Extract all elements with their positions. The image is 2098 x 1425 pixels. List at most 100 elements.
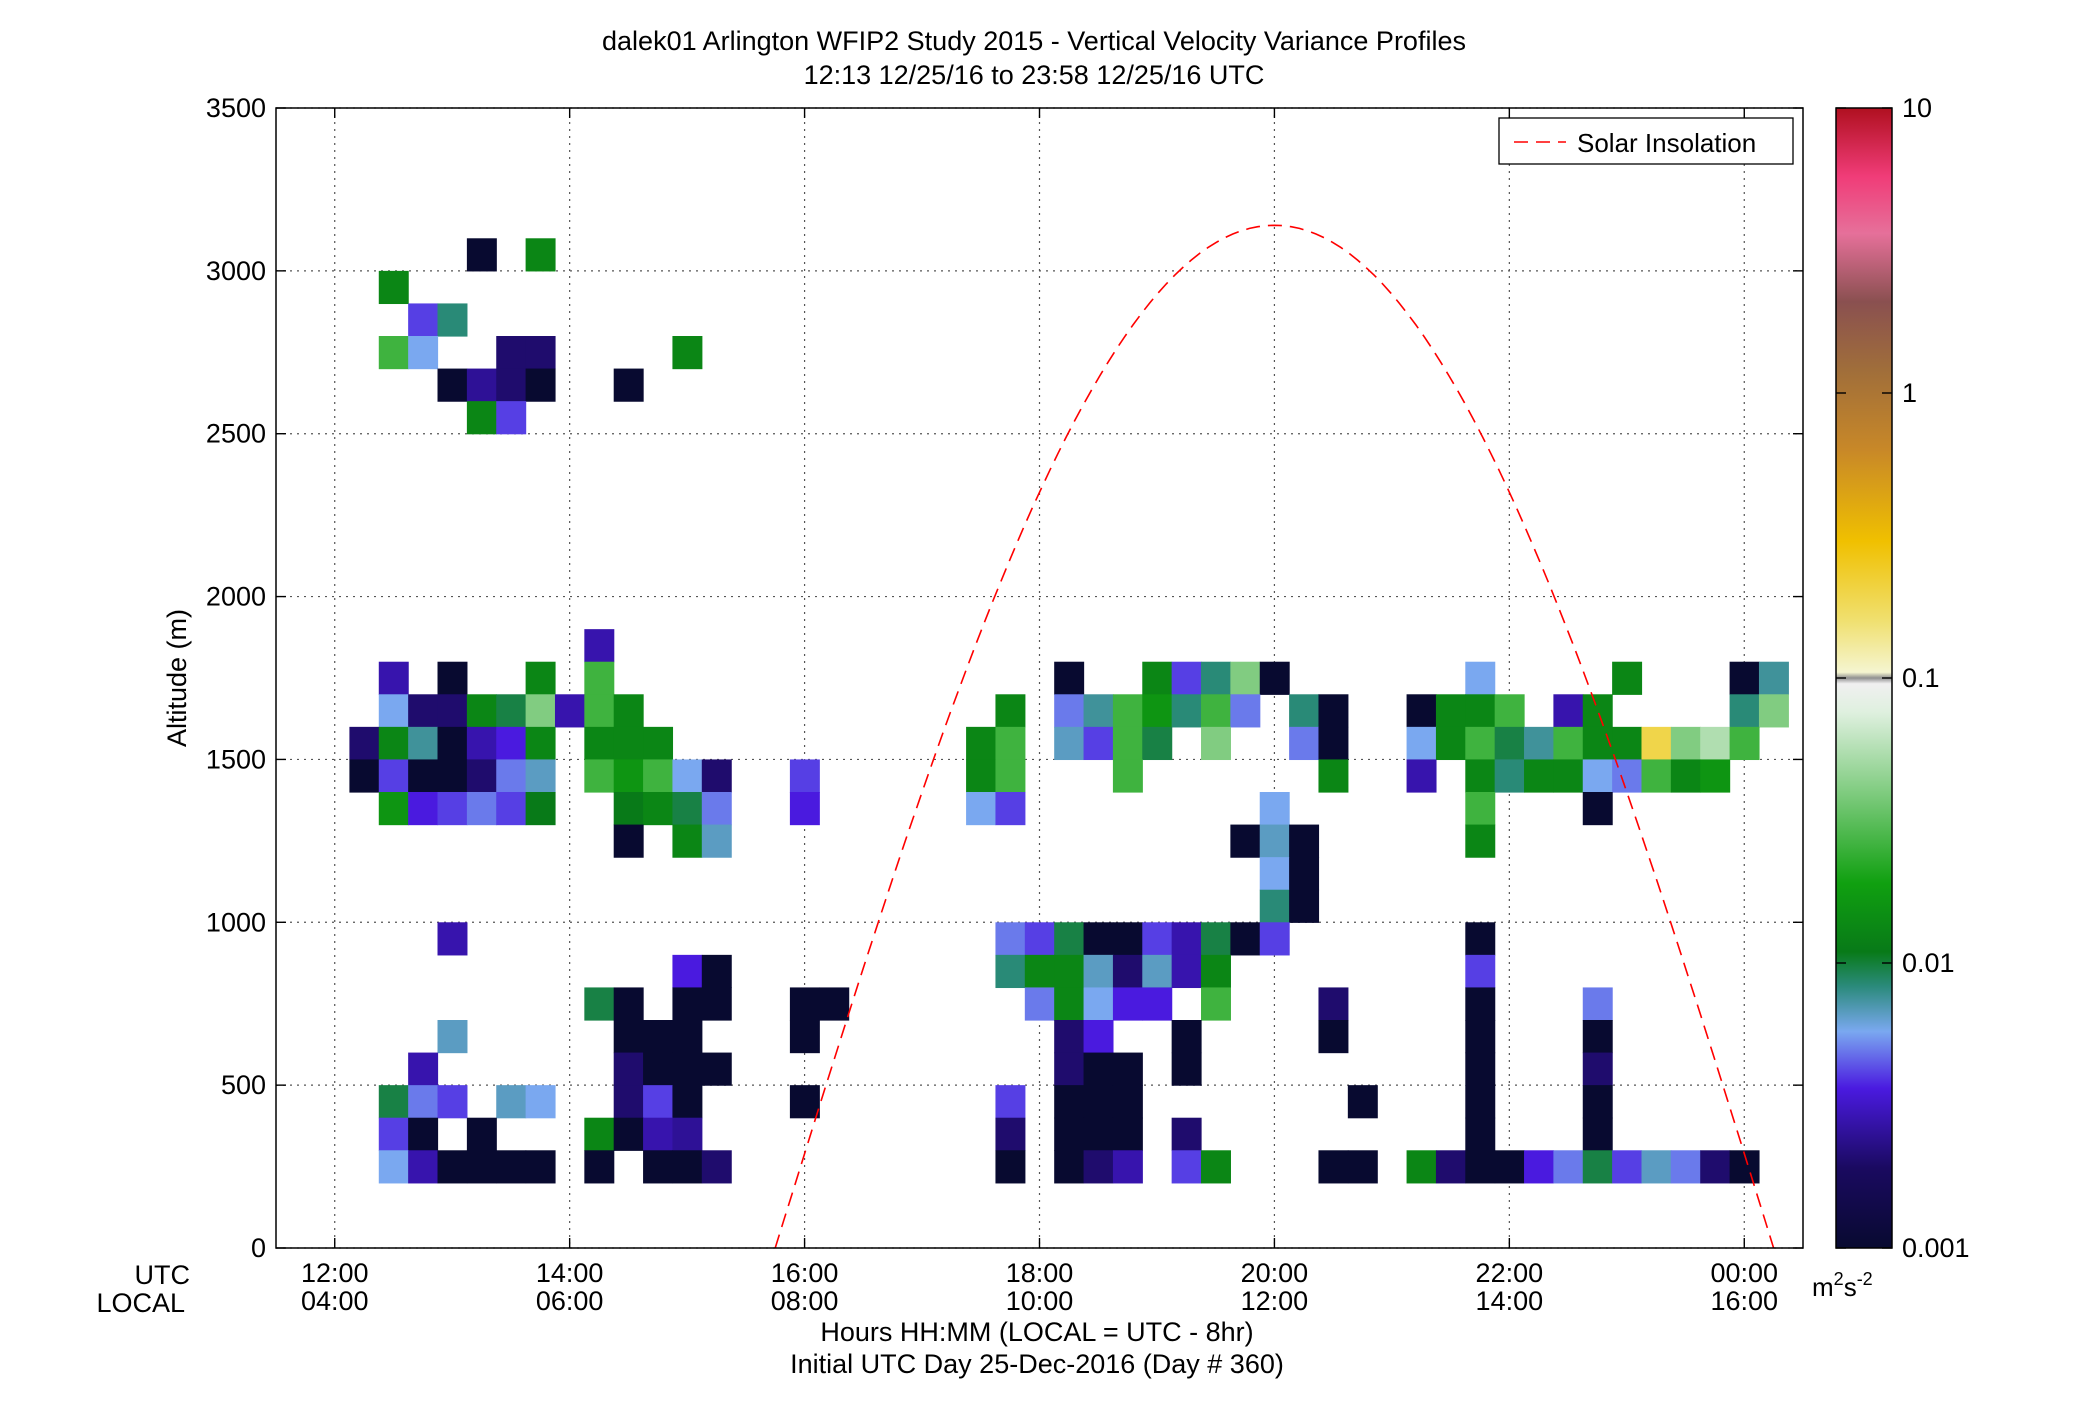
heatmap-cell <box>525 726 556 761</box>
heatmap-cell <box>789 1085 820 1119</box>
heatmap-cell <box>1406 694 1437 728</box>
heatmap-cell <box>1083 694 1114 728</box>
y-axis-ticks: 0 500 1000 1500 2000 2500 3000 3500 <box>206 93 1803 1263</box>
heatmap-cell <box>437 661 468 695</box>
heatmap-cell <box>672 954 703 989</box>
heatmap-cell <box>1230 694 1261 728</box>
heatmap-cell <box>613 726 644 761</box>
x-tick-label-utc: 18:00 <box>1006 1258 1074 1288</box>
heatmap-cell <box>1641 726 1672 761</box>
heatmap-cell <box>1112 759 1143 793</box>
heatmap-cell <box>613 1052 644 1086</box>
heatmap-cell <box>1729 661 1760 695</box>
heatmap-cell <box>1582 1117 1613 1151</box>
heatmap-cell <box>995 694 1026 728</box>
heatmap-cell <box>1318 1020 1349 1054</box>
heatmap-cell <box>1083 1150 1114 1184</box>
colorbar-unit-sup1: 2 <box>1834 1269 1844 1289</box>
heatmap-cell <box>1289 857 1320 891</box>
heatmap-cell <box>1201 661 1231 695</box>
heatmap-cell <box>1435 1150 1466 1184</box>
heatmap-cell <box>584 629 615 663</box>
heatmap-cell <box>584 726 615 761</box>
heatmap-cell <box>1171 694 1202 728</box>
y-tick-label: 1500 <box>206 744 266 774</box>
heatmap-cell <box>1259 792 1290 826</box>
heatmap-cell <box>408 303 439 337</box>
heatmap-cell <box>643 726 674 761</box>
heatmap-cell <box>1318 987 1349 1021</box>
heatmap-cell <box>1054 1117 1085 1151</box>
heatmap-cell <box>1083 987 1114 1021</box>
heatmap-cell <box>466 759 497 793</box>
heatmap-cell <box>672 1085 703 1119</box>
heatmap-cell <box>1435 726 1466 761</box>
heatmap-cell <box>1171 922 1202 956</box>
heatmap-cell <box>1465 922 1496 956</box>
heatmap-cell <box>1700 726 1731 761</box>
heatmap-cell <box>789 1020 820 1054</box>
heatmap-cell <box>437 1020 468 1054</box>
heatmap-cell <box>1230 661 1261 695</box>
heatmap-cell <box>1612 726 1643 761</box>
heatmap-cell <box>1054 954 1085 989</box>
x-tick-label-local: 04:00 <box>301 1286 369 1316</box>
heatmap-cell <box>1171 1150 1202 1184</box>
heatmap-cell <box>525 759 556 793</box>
heatmap-cell <box>819 987 850 1021</box>
heatmap-cell <box>1112 954 1143 989</box>
heatmap-cell <box>1758 694 1789 728</box>
heatmap-cell <box>995 954 1026 989</box>
heatmap-cell <box>1112 922 1143 956</box>
heatmap-cell <box>1259 922 1290 956</box>
x-tick-label-local: 06:00 <box>536 1286 604 1316</box>
x-axis-label: Hours HH:MM (LOCAL = UTC - 8hr) <box>820 1317 1253 1347</box>
heatmap-cell <box>789 987 820 1021</box>
heatmap-cell <box>613 792 644 826</box>
heatmap-cell <box>525 368 556 402</box>
heatmap-cell <box>1142 726 1173 761</box>
heatmap-cell <box>584 759 615 793</box>
heatmap-cell <box>1112 694 1143 728</box>
heatmap-cell <box>1670 1150 1701 1184</box>
heatmap-cell <box>643 792 674 826</box>
heatmap-cell <box>1259 857 1290 891</box>
heatmap-cell <box>1582 987 1613 1021</box>
heatmap-cell <box>496 759 527 793</box>
heatmap-cell <box>1494 1150 1525 1184</box>
heatmap-cell <box>701 954 732 989</box>
heatmap-cell <box>584 1117 615 1151</box>
heatmap-cell <box>1494 759 1525 793</box>
heatmap-cell <box>1112 987 1143 1021</box>
heatmap-cell <box>1171 661 1202 695</box>
heatmap-cell <box>378 694 409 728</box>
heatmap-cell <box>466 726 497 761</box>
heatmap-cell <box>995 1085 1026 1119</box>
x-tick-label-local: 16:00 <box>1710 1286 1778 1316</box>
heatmap-cell <box>1406 726 1437 761</box>
heatmap-cell <box>1465 987 1496 1021</box>
heatmap-cell <box>1465 1020 1496 1054</box>
x-tick-label-utc: 12:00 <box>301 1258 369 1288</box>
heatmap-cell <box>1465 1117 1496 1151</box>
x-tick-label-local: 10:00 <box>1006 1286 1074 1316</box>
heatmap-cell <box>1201 987 1231 1021</box>
heatmap-cell <box>995 759 1026 793</box>
heatmap-cell <box>1259 889 1290 923</box>
heatmap-cell <box>1112 1085 1143 1119</box>
heatmap-cell <box>1054 987 1085 1021</box>
heatmap-cell <box>378 1117 409 1151</box>
heatmap-cell <box>1582 759 1613 793</box>
heatmap-cell <box>1465 661 1496 695</box>
heatmap-cell <box>672 1052 703 1086</box>
heatmap-cell <box>966 792 997 826</box>
heatmap-cell <box>672 987 703 1021</box>
heatmap-cell <box>378 726 409 761</box>
heatmap-cell <box>1024 922 1055 956</box>
x-axis-ticks: 12:0004:0014:0006:0016:0008:0018:0010:00… <box>301 108 1778 1316</box>
heatmap-cell <box>408 1052 439 1086</box>
heatmap-cell <box>1289 694 1320 728</box>
heatmap-cell <box>584 661 615 695</box>
